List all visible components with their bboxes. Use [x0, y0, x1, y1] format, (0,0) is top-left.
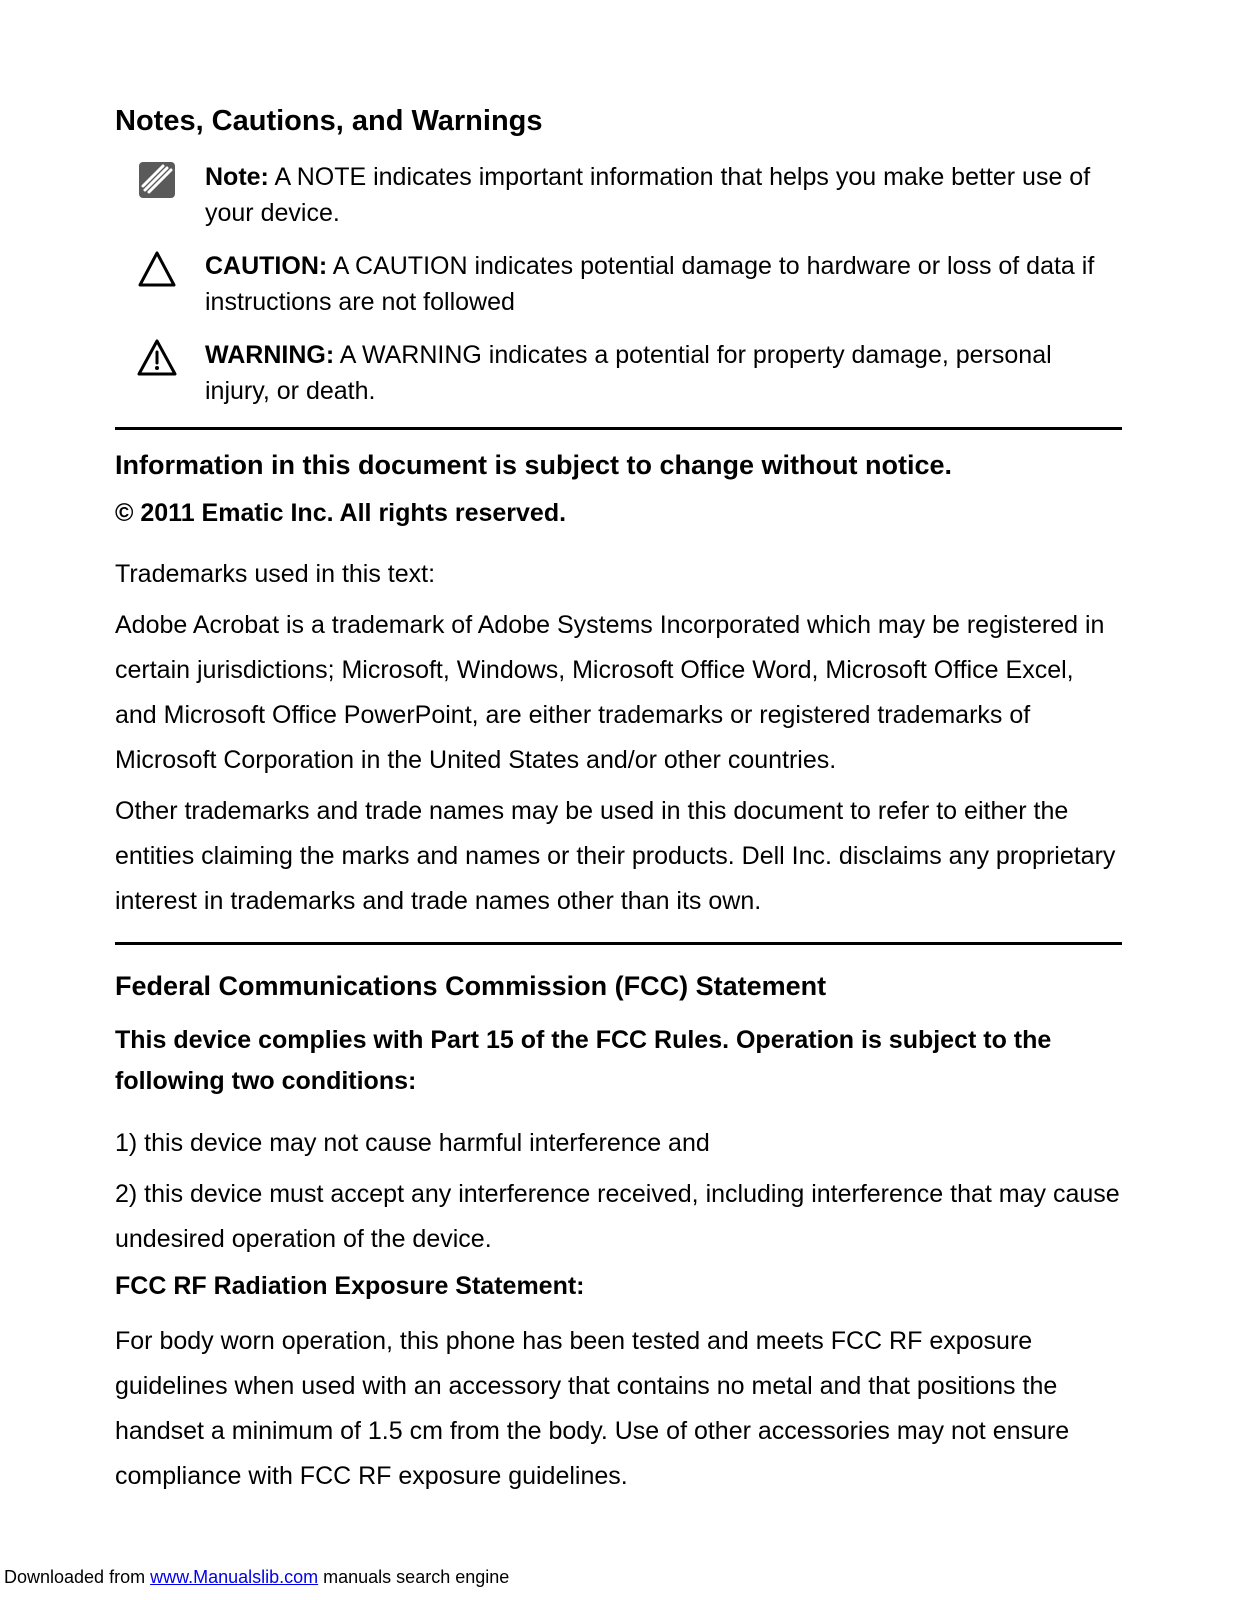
- fcc-condition-2: 2) this device must accept any interfere…: [115, 1172, 1122, 1262]
- warning-icon: [137, 338, 177, 378]
- divider-2: [115, 942, 1122, 945]
- heading-info-change: Information in this document is subject …: [115, 450, 1122, 481]
- fcc-rf-body: For body worn operation, this phone has …: [115, 1319, 1122, 1499]
- fcc-condition-1: 1) this device may not cause harmful int…: [115, 1121, 1122, 1166]
- fcc-rf-heading: FCC RF Radiation Exposure Statement:: [115, 1272, 1122, 1301]
- notice-note-body: A NOTE indicates important information t…: [205, 163, 1090, 227]
- trademarks-intro: Trademarks used in this text:: [115, 552, 1122, 597]
- notice-note: Note: A NOTE indicates important informa…: [115, 160, 1122, 231]
- notice-caution: CAUTION: A CAUTION indicates potential d…: [115, 249, 1122, 320]
- note-icon: [137, 160, 177, 200]
- notice-caution-label: CAUTION:: [205, 252, 327, 280]
- footer-suffix: manuals search engine: [318, 1567, 509, 1587]
- heading-notes: Notes, Cautions, and Warnings: [115, 105, 1122, 138]
- footer-prefix: Downloaded from: [4, 1567, 150, 1587]
- footer-link[interactable]: www.Manualslib.com: [150, 1567, 318, 1587]
- notice-warning-text: WARNING: A WARNING indicates a potential…: [205, 338, 1122, 409]
- divider-1: [115, 427, 1122, 430]
- notice-caution-text: CAUTION: A CAUTION indicates potential d…: [205, 249, 1122, 320]
- fcc-subheading: This device complies with Part 15 of the…: [115, 1020, 1122, 1103]
- notice-note-text: Note: A NOTE indicates important informa…: [205, 160, 1122, 231]
- notice-warning-label: WARNING:: [205, 341, 334, 369]
- notice-caution-body: A CAUTION indicates potential damage to …: [205, 252, 1094, 316]
- copyright-line: © 2011 Ematic Inc. All rights reserved.: [115, 499, 1122, 528]
- caution-icon: [137, 249, 177, 289]
- notice-note-label: Note:: [205, 163, 269, 191]
- trademarks-p2: Other trademarks and trade names may be …: [115, 789, 1122, 924]
- notice-warning: WARNING: A WARNING indicates a potential…: [115, 338, 1122, 409]
- trademarks-p1: Adobe Acrobat is a trademark of Adobe Sy…: [115, 603, 1122, 783]
- fcc-heading: Federal Communications Commission (FCC) …: [115, 971, 1122, 1002]
- footer: Downloaded from www.Manualslib.com manua…: [4, 1567, 509, 1588]
